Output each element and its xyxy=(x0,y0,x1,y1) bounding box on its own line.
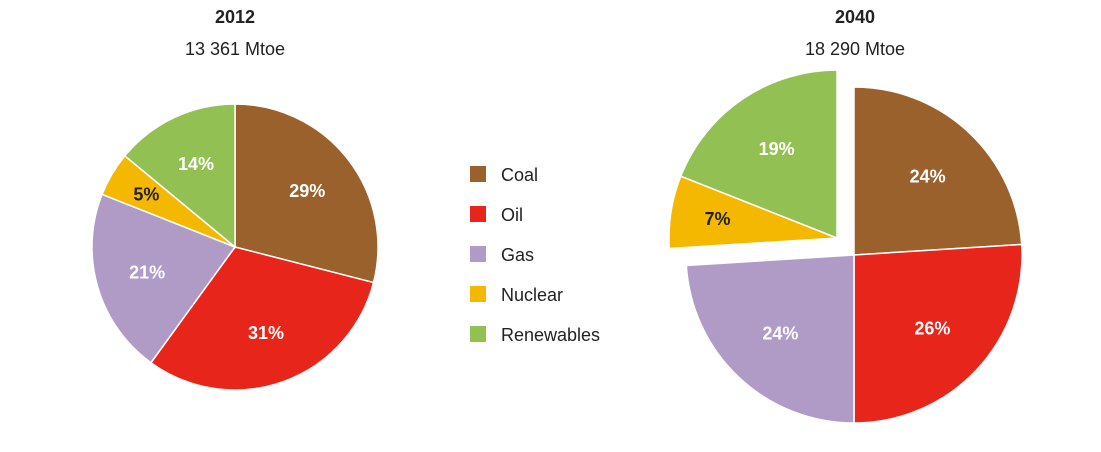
pie-slice-gas-2040 xyxy=(685,254,855,424)
data-label-coal-2040: 24% xyxy=(910,167,946,187)
chart-subtitle-2040: 18 290 Mtoe xyxy=(805,39,905,59)
legend-swatch-nuclear xyxy=(470,286,486,302)
data-label-oil-2012: 31% xyxy=(248,323,284,343)
chart-title-2012: 2012 xyxy=(215,7,255,27)
pie-slice-coal-2012 xyxy=(234,103,379,284)
pie-slice-renewables-2012 xyxy=(123,103,236,249)
legend-item-coal: Coal xyxy=(470,165,538,185)
pie-slice-renewables-2040 xyxy=(679,69,838,240)
legend-label-gas: Gas xyxy=(501,245,534,265)
legend-label-nuclear: Nuclear xyxy=(501,285,563,305)
legend-item-gas: Gas xyxy=(470,245,534,265)
legend-swatch-renewables xyxy=(470,326,486,342)
pie-slice-coal-2040 xyxy=(853,86,1023,256)
data-label-gas-2040: 24% xyxy=(762,323,798,343)
legend-swatch-oil xyxy=(470,206,486,222)
legend-item-renewables: Renewables xyxy=(470,325,600,345)
legend-item-nuclear: Nuclear xyxy=(470,285,563,305)
legend-label-coal: Coal xyxy=(501,165,538,185)
data-label-coal-2012: 29% xyxy=(289,181,325,201)
legend: Coal Oil Gas Nuclear Renewables xyxy=(470,165,600,345)
data-label-gas-2012: 21% xyxy=(129,263,165,283)
legend-swatch-coal xyxy=(470,166,486,182)
pie-slice-oil-2040 xyxy=(853,243,1023,424)
chart-title-2040: 2040 xyxy=(835,7,875,27)
legend-label-renewables: Renewables xyxy=(501,325,600,345)
pie-slice-gas-2012 xyxy=(91,193,237,364)
legend-item-oil: Oil xyxy=(470,205,523,225)
pie-chart-2012: 2012 13 361 Mtoe 29% 31% 21% 5% 14% xyxy=(91,7,379,391)
data-label-nuclear-2040: 7% xyxy=(704,209,730,229)
chart-subtitle-2012: 13 361 Mtoe xyxy=(185,39,285,59)
legend-swatch-gas xyxy=(470,246,486,262)
data-label-renewables-2040: 19% xyxy=(759,139,795,159)
data-label-nuclear-2012: 5% xyxy=(133,185,159,205)
pie-slice-oil-2012 xyxy=(149,246,375,391)
data-label-renewables-2012: 14% xyxy=(178,154,214,174)
pie-chart-2040: 2040 18 290 Mtoe 24% 26% 24% 7% 19% xyxy=(668,7,1023,424)
legend-label-oil: Oil xyxy=(501,205,523,225)
data-label-oil-2040: 26% xyxy=(914,319,950,339)
